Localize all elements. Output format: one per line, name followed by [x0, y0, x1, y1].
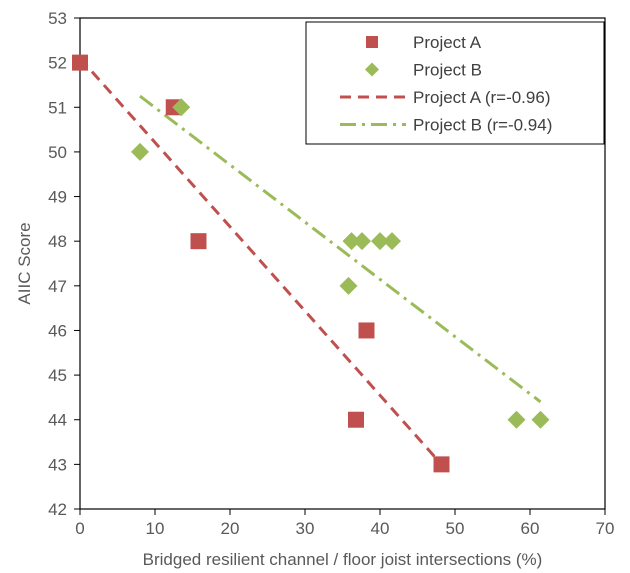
- x-tick-label: 30: [296, 519, 315, 538]
- point-project-a: [348, 411, 364, 428]
- legend-label: Project A (r=-0.96): [413, 88, 550, 107]
- y-tick-label: 47: [48, 277, 67, 296]
- legend: Project A Project B Project A (r=-0.96) Pro…: [305, 21, 605, 145]
- y-tick-label: 48: [48, 232, 67, 251]
- x-tick-label: 0: [75, 519, 84, 538]
- axes: [74, 17, 606, 515]
- y-tick-label: 52: [48, 54, 67, 73]
- point-project-a: [190, 233, 207, 250]
- legend-item: Project A (r=-0.96): [340, 88, 550, 107]
- y-tick-label: 49: [48, 188, 67, 207]
- trendline-project-a: [78, 57, 443, 466]
- tick-labels: 0 10 20 30 40 50 60 70 42 43 44 45 46 47 48 49 50 51 52 53: [48, 9, 614, 538]
- y-axis-title: AIIC Score: [15, 222, 34, 304]
- data-points: [72, 54, 550, 473]
- point-project-b: [131, 142, 149, 161]
- point-project-b: [353, 232, 371, 251]
- point-project-b: [383, 232, 401, 251]
- legend-diamond-marker: [365, 62, 379, 77]
- legend-item: Project B (r=-0.94): [340, 116, 552, 135]
- legend-square-marker: [366, 36, 378, 48]
- plot-frame: [79, 17, 606, 510]
- point-project-a: [358, 322, 375, 339]
- x-tick-label: 20: [221, 519, 240, 538]
- trendlines: [78, 57, 542, 466]
- point-project-b: [342, 232, 361, 251]
- legend-item: Project B: [365, 61, 482, 80]
- point-project-b: [172, 98, 191, 117]
- legend-item: Project A: [366, 33, 482, 52]
- x-tick-label: 50: [446, 519, 465, 538]
- point-project-a: [72, 54, 88, 71]
- point-project-b: [371, 232, 389, 251]
- point-project-b: [531, 410, 550, 429]
- point-project-b: [339, 276, 358, 295]
- y-tick-label: 50: [48, 143, 67, 162]
- point-project-a: [433, 456, 450, 473]
- trendline-project-b: [139, 94, 542, 404]
- legend-label: Project A: [413, 33, 482, 52]
- y-tick-label: 46: [48, 321, 67, 340]
- point-project-b: [507, 410, 526, 429]
- x-axis-title: Bridged resilient channel / floor joist …: [143, 550, 543, 569]
- y-tick-label: 42: [48, 500, 67, 519]
- y-tick-label: 51: [48, 98, 67, 117]
- x-tick-label: 70: [596, 519, 615, 538]
- y-tick-label: 45: [48, 366, 67, 385]
- legend-label: Project B: [413, 61, 482, 80]
- y-tick-label: 43: [48, 455, 67, 474]
- y-tick-label: 44: [48, 411, 67, 430]
- x-tick-label: 10: [146, 519, 165, 538]
- x-tick-label: 40: [371, 519, 390, 538]
- legend-label: Project B (r=-0.94): [413, 116, 552, 135]
- x-tick-label: 60: [521, 519, 540, 538]
- y-tick-label: 53: [48, 9, 67, 28]
